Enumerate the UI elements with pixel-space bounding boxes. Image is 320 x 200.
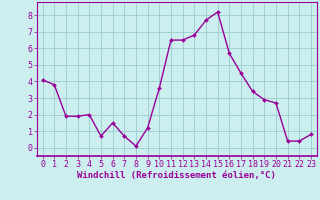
X-axis label: Windchill (Refroidissement éolien,°C): Windchill (Refroidissement éolien,°C) xyxy=(77,171,276,180)
